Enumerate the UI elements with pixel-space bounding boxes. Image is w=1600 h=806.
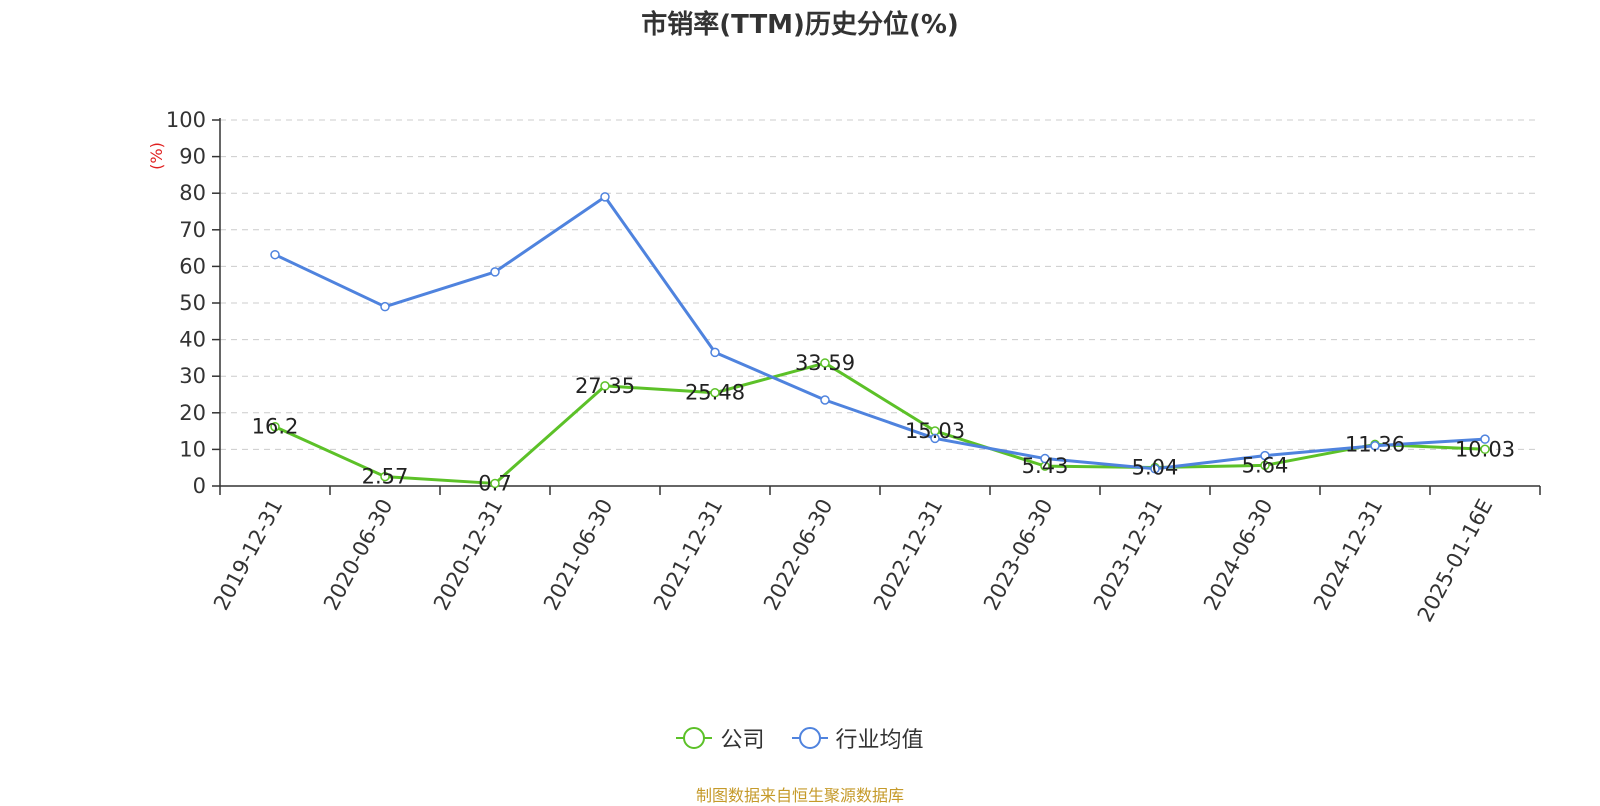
- y-tick-label: 60: [179, 254, 206, 278]
- data-point-1: [1150, 464, 1160, 474]
- data-label: 25.48: [685, 381, 745, 405]
- data-label: 33.59: [795, 351, 855, 375]
- data-point-0: [710, 387, 720, 398]
- x-tick-label: 2025-01-16E: [1413, 495, 1498, 626]
- data-point-1: [600, 192, 610, 202]
- y-tick-label: 100: [166, 108, 206, 132]
- data-point-0: [270, 421, 280, 432]
- source-note: 制图数据来自恒生聚源数据库: [695, 786, 904, 805]
- data-point-1: [270, 249, 280, 260]
- legend-label-company: 公司: [720, 728, 765, 753]
- data-point-1: [930, 433, 940, 444]
- data-label: 15.03: [905, 419, 965, 443]
- x-tick-label: 2022-12-31: [869, 495, 947, 614]
- data-label: 11.36: [1345, 432, 1405, 456]
- legend-marker-company-icon: [676, 727, 713, 749]
- data-point-1: [490, 267, 500, 277]
- y-tick-label: 10: [179, 437, 206, 461]
- x-tick-label: 2021-12-31: [649, 495, 727, 614]
- x-tick-label: 2024-06-30: [1199, 495, 1277, 614]
- legend-item-industry[interactable]: 行业均值: [791, 722, 924, 754]
- y-tick-label: 0: [193, 474, 206, 498]
- data-point-1: [1040, 453, 1050, 464]
- x-tick-label: 2023-06-30: [979, 495, 1057, 614]
- data-point-1: [1260, 450, 1270, 461]
- x-tick-label: 2022-06-30: [759, 495, 837, 614]
- data-point-1: [1370, 440, 1380, 451]
- y-tick-label: 20: [179, 401, 206, 425]
- legend: 公司 行业均值: [0, 722, 1600, 756]
- legend-label-industry: 行业均值: [835, 728, 924, 753]
- x-tick-label: 2021-06-30: [539, 495, 617, 614]
- data-point-0: [820, 358, 830, 368]
- chart-title: 市销率(TTM)历史分位(%): [641, 10, 959, 40]
- data-point-0: [1480, 444, 1490, 455]
- legend-marker-industry-icon: [791, 727, 828, 749]
- data-label: 0.7: [478, 471, 511, 495]
- data-label: 10.03: [1455, 437, 1515, 461]
- data-point-0: [490, 478, 500, 489]
- data-point-1: [710, 347, 720, 358]
- y-tick-label: 50: [179, 291, 206, 315]
- data-point-1: [380, 301, 390, 312]
- data-label: 2.57: [362, 465, 409, 489]
- series-line-0: [274, 361, 1486, 485]
- x-tick-label: 2020-12-31: [429, 495, 507, 614]
- data-point-1: [1480, 434, 1490, 444]
- y-tick-label: 80: [179, 181, 206, 205]
- x-tick-label: 2019-12-31: [209, 495, 287, 614]
- data-label: 5.64: [1242, 453, 1289, 477]
- data-point-1: [820, 395, 830, 405]
- data-label: 16.2: [252, 415, 299, 439]
- y-axis-label: (%): [147, 142, 166, 170]
- y-tick-label: 30: [179, 364, 206, 388]
- y-tick-label: 40: [179, 328, 206, 352]
- data-point-0: [380, 471, 390, 482]
- data-label: 5.04: [1132, 456, 1179, 480]
- series-line-1: [274, 195, 1486, 471]
- data-label: 27.35: [575, 374, 635, 398]
- x-tick-label: 2024-12-31: [1309, 495, 1387, 614]
- data-point-0: [1260, 460, 1270, 471]
- x-tick-label: 2020-06-30: [319, 495, 397, 614]
- x-tick-label: 2023-12-31: [1089, 495, 1167, 614]
- legend-item-company[interactable]: 公司: [676, 722, 765, 754]
- y-tick-label: 70: [179, 218, 206, 242]
- data-label: 5.43: [1022, 454, 1069, 478]
- y-tick-label: 90: [179, 145, 206, 169]
- data-point-0: [600, 381, 610, 391]
